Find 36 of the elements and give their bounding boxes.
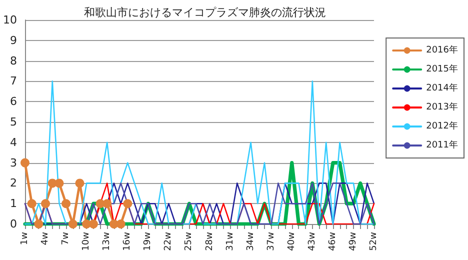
x-tick-label: 19w [143,232,154,251]
y-tick-label: 2 [10,176,17,190]
y-tick-label: 3 [10,156,17,170]
legend-label: 2016年 [426,44,458,56]
y-tick-label: 0 [10,218,17,230]
x-tick-label: 28w [204,232,215,251]
y-tick-label: 5 [10,116,17,128]
x-tick-label: 34w [246,232,256,251]
x-tick-label: 37w [266,232,276,251]
legend-label: 2012年 [426,120,458,132]
x-tick-label: 10w [82,232,92,251]
x-tick-label: 7w [61,232,72,246]
x-tick-label: 4w [40,232,51,246]
y-tick-label: 9 [10,34,17,47]
x-tick-label: 1w [20,232,30,246]
x-tick-label: 22w [164,232,174,251]
x-tick-label: 16w [122,232,133,251]
y-tick-label: 8 [10,54,17,68]
y-tick-label: 10 [2,14,17,26]
x-tick-label: 52w [369,232,379,251]
y-tick-label: 4 [10,136,17,149]
legend-label: 2015年 [426,64,458,74]
x-tick-label: 46w [328,232,338,251]
x-tick-label: 13w [102,232,112,251]
y-tick-label: 7 [10,74,17,88]
x-tick-label: 49w [348,232,358,251]
legend-label: 2014年 [426,82,458,94]
legend-label: 2011年 [426,140,458,150]
y-tick-label: 6 [10,95,17,108]
legend-label: 2013年 [426,102,458,112]
x-tick-label: 31w [225,232,236,251]
chart-title: 和歌山市におけるマイコプラズマ肺炎の流行状況 [84,6,326,19]
x-tick-label: 40w [286,232,297,251]
y-tick-label: 1 [10,197,17,210]
x-tick-label: 25w [184,232,194,251]
x-tick-label: 43w [307,232,318,251]
